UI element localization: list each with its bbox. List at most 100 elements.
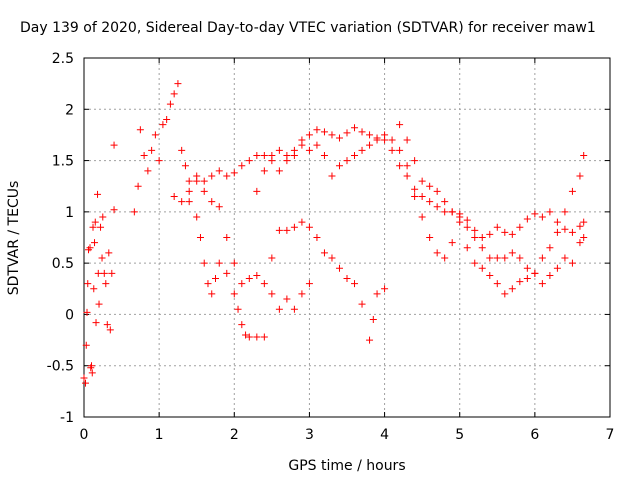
x-tick-label: 3	[305, 427, 314, 443]
data-point-cluster-early-scatter	[106, 326, 114, 334]
data-point-cluster-early-scatter	[95, 300, 103, 308]
data-point-arc-mid-high	[163, 116, 171, 124]
data-point-late-arc-a	[561, 254, 569, 262]
data-point-second-arc	[351, 280, 359, 288]
data-point-late-arc-a	[320, 151, 328, 159]
data-point-second-arc	[369, 316, 377, 324]
data-point-late-arc-b	[523, 264, 531, 272]
data-point-arc-mid-high	[411, 185, 419, 193]
data-point-late-arc-a	[433, 249, 441, 257]
data-point-cluster-early-scatter	[102, 280, 110, 288]
y-tick-label: 0.5	[52, 256, 74, 272]
data-point-late-arc-a	[580, 234, 588, 241]
plot-area-border	[83, 57, 611, 418]
chart-title: Day 139 of 2020, Sidereal Day-to-day VTE…	[20, 20, 596, 36]
data-point-arc-mid-high	[418, 192, 426, 200]
data-point-descending-arc	[298, 290, 306, 298]
data-point-cluster-early-scatter	[82, 379, 90, 387]
data-point-late-arc-b	[501, 254, 509, 262]
data-point-arc-mid-high	[546, 208, 554, 216]
data-point-late-arc-a	[568, 259, 576, 267]
data-point-arc-mid-high	[328, 131, 336, 139]
data-point-second-arc	[253, 271, 261, 279]
data-point-second-arc	[268, 254, 276, 262]
data-point-second-arc	[170, 192, 178, 200]
data-point-arc-mid-high	[170, 90, 178, 98]
data-point-second-arc	[215, 203, 223, 211]
data-point-arc-mid-high	[148, 146, 156, 154]
data-point-cluster-early-scatter	[108, 269, 116, 277]
data-point-cluster-early-scatter	[84, 280, 92, 288]
data-point-arc-mid-high	[155, 157, 163, 165]
data-point-late-arc-a	[448, 239, 456, 247]
data-point-late-arc-b	[538, 254, 546, 262]
data-point-second-arc	[238, 280, 246, 288]
data-point-cluster-early-scatter	[100, 269, 108, 277]
data-point-arc-mid-high	[366, 131, 374, 139]
data-point-late-arc-b	[553, 228, 561, 236]
data-point-descending-arc	[185, 187, 193, 195]
data-point-late-arc-a	[508, 285, 516, 293]
data-point-late-arc-a	[313, 141, 321, 149]
data-point-late-arc-a	[418, 213, 426, 221]
data-point-arc-mid-high	[136, 126, 144, 134]
data-point-second-arc	[193, 177, 201, 185]
data-point-arc-mid-high	[486, 230, 494, 238]
data-point-arc-mid-high	[576, 222, 584, 230]
data-point-descending-arc	[305, 280, 313, 288]
data-point-late-arc-a	[546, 271, 554, 279]
data-point-late-arc-b	[471, 234, 479, 241]
data-point-second-arc	[208, 198, 216, 206]
data-point-arc-mid-high	[144, 167, 152, 175]
data-point-descending-arc	[245, 333, 253, 341]
data-point-arc-mid-high	[174, 80, 182, 88]
x-tick-label: 1	[155, 427, 164, 443]
data-point-late-arc-a	[478, 264, 486, 272]
data-point-second-arc	[230, 259, 238, 267]
data-point-late-arc-a	[426, 234, 434, 241]
data-point-descending-arc	[193, 213, 201, 221]
data-point-cluster-early-scatter	[89, 223, 97, 231]
data-point-late-arc-b	[426, 182, 434, 190]
data-point-arc-mid-high	[343, 129, 351, 137]
data-point-arc-mid-high	[238, 162, 246, 170]
data-point-descending-arc	[283, 295, 291, 303]
data-point-second-arc	[320, 249, 328, 257]
data-point-late-arc-b	[516, 254, 524, 262]
data-point-arc-mid-high	[523, 215, 531, 223]
data-point-late-arc-a	[343, 157, 351, 165]
data-point-arc-mid-high	[151, 131, 159, 139]
y-tick-label: 0	[65, 307, 74, 323]
data-point-late-arc-a	[373, 136, 381, 144]
data-point-cluster-early-scatter	[98, 254, 106, 262]
data-point-late-arc-a	[388, 136, 396, 144]
grid-lines	[84, 58, 610, 417]
data-point-arc-mid-high	[493, 223, 501, 231]
y-tick-label: -1	[60, 410, 74, 426]
data-point-second-arc	[358, 300, 366, 308]
data-point-late-arc-b	[478, 244, 486, 252]
data-point-second-arc	[290, 223, 298, 231]
data-point-late-arc-a	[463, 244, 471, 252]
data-point-arc-mid-high	[178, 146, 186, 154]
data-point-second-arc	[366, 336, 374, 344]
x-tick-label: 0	[80, 427, 89, 443]
y-tick-label: -0.5	[47, 359, 74, 375]
data-point-late-arc-a	[441, 254, 449, 262]
data-point-late-arc-a	[403, 162, 411, 170]
data-point-cluster-early-scatter	[91, 218, 99, 226]
data-point-descending-arc	[230, 290, 238, 298]
data-point-second-arc	[245, 275, 253, 283]
data-point-cluster-early-scatter	[92, 319, 100, 327]
data-point-arc-mid-high	[275, 167, 283, 175]
data-point-late-arc-b	[396, 121, 404, 129]
y-tick-label: 2	[65, 102, 74, 118]
data-point-descending-arc	[196, 234, 204, 241]
data-point-cluster-early-scatter	[90, 285, 98, 293]
data-point-late-arc-b	[411, 157, 419, 165]
data-point-late-arc-b	[418, 177, 426, 185]
x-tick-label: 2	[230, 427, 239, 443]
data-point-arc-mid-high	[580, 218, 588, 226]
data-point-descending-arc	[268, 290, 276, 298]
